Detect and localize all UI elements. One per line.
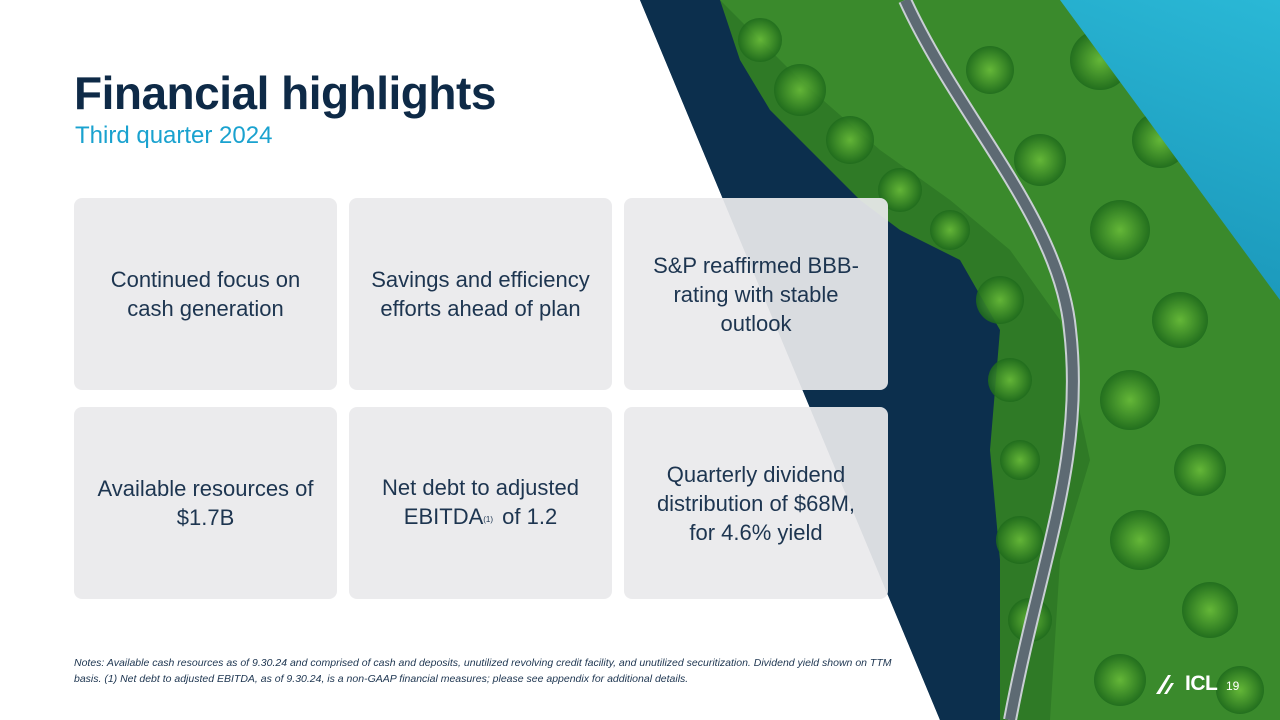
highlight-card-text: Continued focus on cash generation	[110, 267, 301, 321]
footnotes: Notes: Available cash resources as of 9.…	[74, 657, 892, 685]
highlight-card-text: Available resources of $1.7B	[97, 476, 314, 530]
highlight-card-text: Savings and efficiency efforts ahead of …	[371, 267, 590, 321]
highlights-grid: Continued focus on cash generation Savin…	[74, 198, 888, 599]
net-debt-text: Net debt to adjusted EBITDA	[382, 474, 579, 529]
page-subtitle: Third quarter 2024	[75, 122, 273, 149]
page-title: Financial highlights	[74, 67, 496, 119]
highlight-card-available-resources: Available resources of $1.7B	[74, 407, 337, 599]
net-debt-value-text: of 1.2	[496, 503, 558, 529]
highlight-card-credit-rating: S&P reaffirmed BBB- rating with stable o…	[624, 198, 888, 390]
highlight-card-text: Net debt to adjusted EBITDA(1) of 1.2	[371, 473, 590, 534]
footnote-marker: (1)	[483, 514, 494, 524]
icl-logo: ICL	[1156, 672, 1218, 696]
highlight-card-savings: Savings and efficiency efforts ahead of …	[349, 198, 612, 390]
highlight-card-dividend: Quarterly dividend distribution of $68M,…	[624, 407, 888, 599]
highlight-card-net-debt: Net debt to adjusted EBITDA(1) of 1.2	[349, 407, 612, 599]
icl-logo-mark-icon	[1156, 675, 1174, 694]
logo-text: ICL	[1185, 672, 1218, 695]
highlight-card-text: S&P reaffirmed BBB- rating with stable o…	[653, 252, 859, 336]
highlight-card-cash-generation: Continued focus on cash generation	[74, 198, 337, 390]
page-number: 19	[1226, 679, 1240, 693]
highlight-card-text: Quarterly dividend distribution of $68M,…	[656, 461, 856, 545]
